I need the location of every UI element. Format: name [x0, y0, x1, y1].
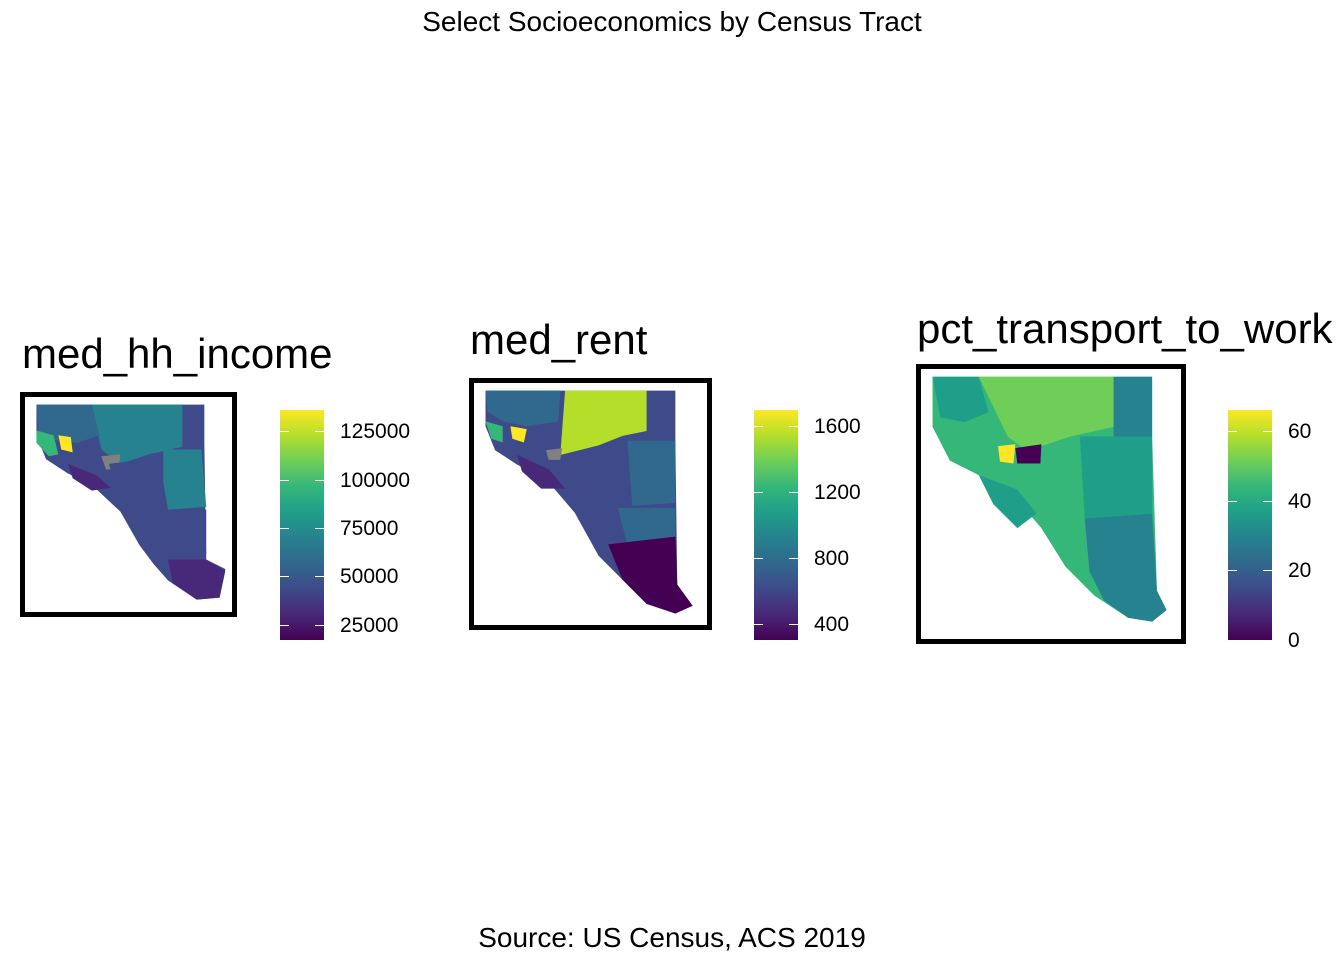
legend-tick-mark [754, 492, 763, 494]
legend-tick-mark [1228, 570, 1237, 572]
legend-tick-mark [1228, 640, 1237, 641]
legend-tick-label: 60 [1288, 419, 1312, 443]
legend-tick-mark [754, 557, 763, 559]
legend-tick-mark [1263, 500, 1272, 502]
legend-colorbar-med-hh-income [280, 410, 324, 640]
legend-tick-mark [280, 576, 289, 578]
legend-tick-mark [280, 624, 289, 626]
map-med-rent-shapes [485, 390, 693, 614]
legend-tick-label: 1200 [814, 481, 861, 505]
legend-colorbar-pct-transport-to-work [1228, 410, 1272, 641]
panel-title-med-rent: med_rent [470, 316, 648, 363]
map-med-hh-income [20, 392, 237, 617]
legend-tick-mark [789, 557, 798, 559]
legend-colorbar-med-rent [754, 410, 798, 640]
legend-tick-label: 125000 [340, 420, 411, 444]
figure-title: Select Socioeconomics by Census Tract [422, 6, 922, 37]
legend-tick-label: 75000 [340, 516, 399, 540]
legend-tick-mark [315, 479, 324, 481]
legend-tick-mark [315, 624, 324, 626]
map-pct-transport-to-work [916, 364, 1186, 644]
legend-tick-mark [280, 527, 289, 529]
legend-tick-mark [315, 527, 324, 529]
legend-tick-mark [789, 623, 798, 625]
legend-tick-label: 40 [1288, 489, 1312, 513]
map-med-rent [469, 378, 712, 630]
legend-tick-mark [1263, 430, 1272, 432]
legend-tick-mark [789, 492, 798, 494]
legend-tick-mark [1263, 640, 1272, 641]
legend-tick-label: 400 [814, 612, 850, 636]
figure-caption: Source: US Census, ACS 2019 [478, 922, 866, 953]
legend-labels-pct-transport-to-work: 0 20 40 60 [1288, 410, 1338, 651]
legend-tick-label: 800 [814, 546, 850, 570]
legend-tick-label: 1600 [814, 415, 861, 439]
legend-tick-mark [1228, 500, 1237, 502]
legend-tick-label: 25000 [340, 613, 399, 637]
legend-tick-label: 20 [1288, 559, 1312, 583]
legend-labels-med-rent: 400 800 1200 1600 [814, 410, 884, 640]
legend-tick-label: 50000 [340, 565, 399, 589]
legend-tick-mark [789, 426, 798, 428]
map-med-hh-income-shapes [36, 404, 226, 600]
map-pct-transport-to-work-shapes [932, 376, 1167, 622]
legend-tick-label: 0 [1288, 629, 1300, 652]
panel-title-pct-transport-to-work: pct_transport_to_work [917, 305, 1333, 352]
legend-tick-label: 100000 [340, 468, 411, 492]
legend-tick-mark [315, 576, 324, 578]
legend-tick-mark [315, 431, 324, 433]
legend-tick-mark [1228, 430, 1237, 432]
legend-tick-mark [280, 479, 289, 481]
legend-tick-mark [754, 426, 763, 428]
legend-labels-med-hh-income: 25000 50000 75000 100000 125000 [340, 410, 430, 640]
legend-tick-mark [754, 623, 763, 625]
panel-title-med-hh-income: med_hh_income [22, 330, 333, 377]
legend-tick-mark [1263, 570, 1272, 572]
legend-tick-mark [280, 431, 289, 433]
